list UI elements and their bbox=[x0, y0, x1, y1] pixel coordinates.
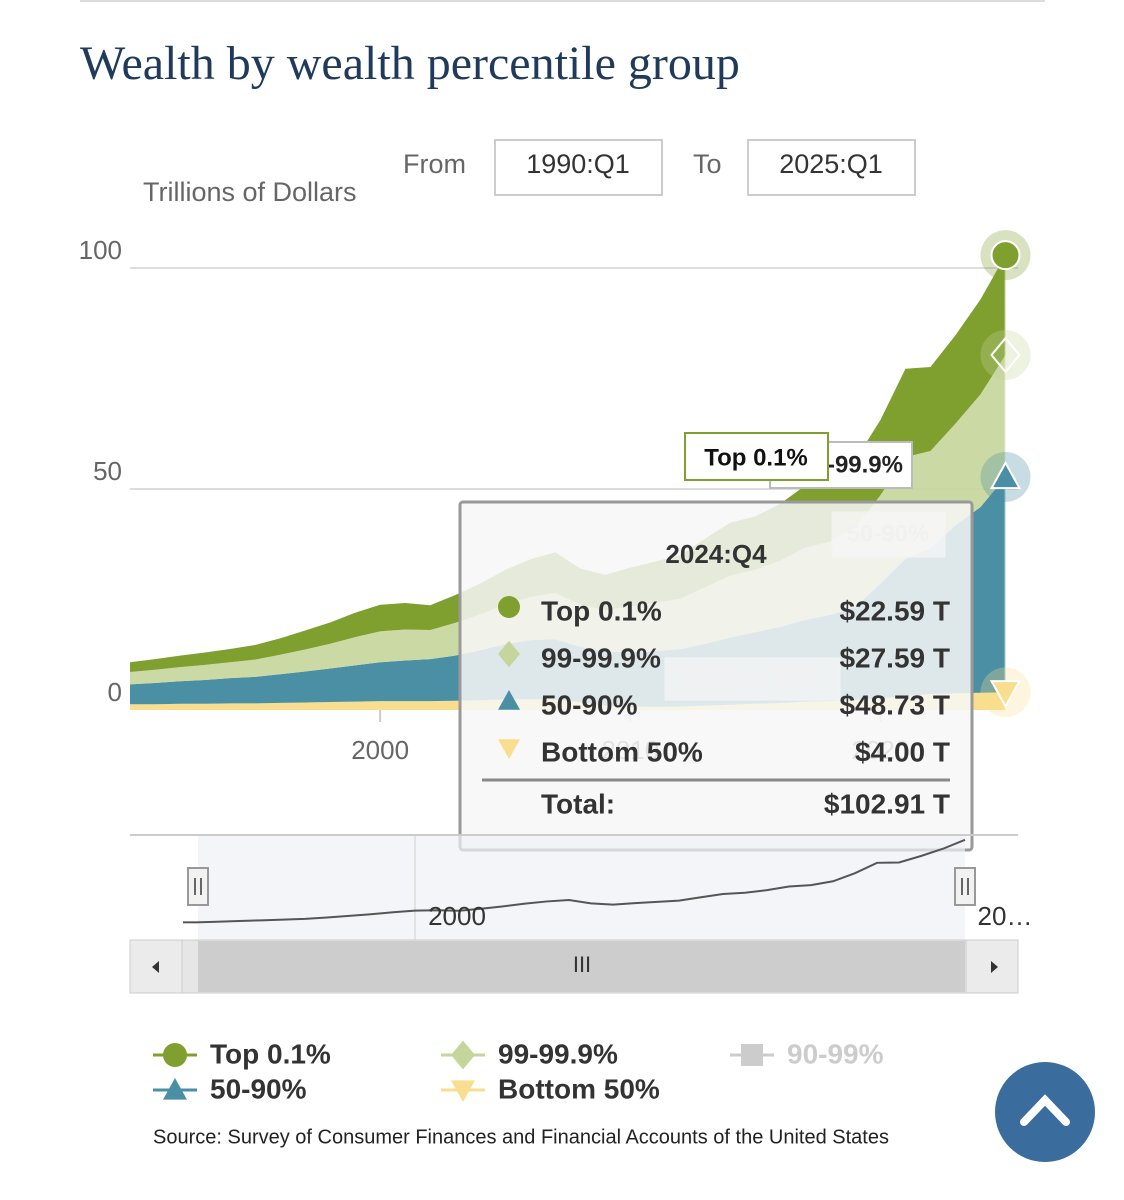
chart-title: Wealth by wealth percentile group bbox=[80, 37, 740, 90]
x-tick-label: 2000 bbox=[351, 735, 409, 765]
marker bbox=[163, 1078, 187, 1100]
y-tick-label: 50 bbox=[93, 456, 122, 486]
tooltip-title: 2024:Q4 bbox=[665, 539, 767, 569]
series-label: Top 0.1% bbox=[704, 444, 808, 471]
tooltip-value: $27.59 T bbox=[839, 642, 950, 673]
legend-item[interactable]: 50-90% bbox=[153, 1073, 307, 1104]
legend-label: Top 0.1% bbox=[210, 1038, 331, 1069]
to-value[interactable]: 2025:Q1 bbox=[779, 149, 883, 179]
series-label-box bbox=[684, 432, 829, 481]
legend-label: 99-99.9% bbox=[498, 1038, 618, 1069]
navigator-handle[interactable] bbox=[954, 867, 976, 906]
scroll-top-button[interactable] bbox=[995, 1062, 1095, 1162]
tooltip-value: $4.00 T bbox=[855, 736, 950, 767]
tooltip-total-label: Total: bbox=[541, 788, 615, 819]
marker bbox=[451, 1080, 475, 1102]
legend-item[interactable]: 90-99% bbox=[730, 1038, 884, 1069]
navigator-selection bbox=[198, 836, 965, 940]
scrollbar-grip: III bbox=[573, 952, 591, 977]
from-value[interactable]: 1990:Q1 bbox=[526, 149, 630, 179]
scrollbar-thumb[interactable] bbox=[198, 941, 965, 992]
navigator-handle[interactable] bbox=[187, 867, 209, 906]
marker bbox=[498, 690, 520, 710]
y-tick-label: 100 bbox=[79, 235, 122, 265]
marker bbox=[741, 1044, 763, 1066]
legend: Top 0.1% 99-99.9% 50-90% Bottom 50% 90-99% bbox=[153, 1038, 884, 1104]
marker bbox=[989, 680, 1022, 709]
to-input[interactable] bbox=[747, 139, 916, 196]
tooltip-value: $22.59 T bbox=[839, 595, 950, 626]
marker bbox=[451, 1040, 475, 1070]
scroll-top-icon bbox=[1020, 1094, 1070, 1126]
tooltip-series: 50-90% bbox=[541, 689, 638, 720]
arrow-left bbox=[152, 961, 159, 973]
handle-grip bbox=[194, 878, 202, 895]
tooltip-value: $48.73 T bbox=[839, 689, 950, 720]
navigator: 2000 20… III bbox=[129, 834, 1033, 994]
tooltip-series: Top 0.1% bbox=[541, 595, 662, 626]
marker bbox=[990, 336, 1021, 374]
handle-grip bbox=[961, 878, 969, 895]
y-tick-label: 0 bbox=[108, 677, 122, 707]
to-label: To bbox=[693, 149, 722, 179]
legend-item[interactable]: 99-99.9% bbox=[441, 1038, 618, 1070]
marker bbox=[498, 739, 520, 759]
legend-label: Bottom 50% bbox=[498, 1073, 660, 1104]
marker bbox=[163, 1043, 187, 1067]
legend-item[interactable]: Top 0.1% bbox=[153, 1038, 331, 1069]
tooltip-total: $102.91 T bbox=[824, 788, 950, 819]
tooltip-series: 99-99.9% bbox=[541, 642, 661, 673]
marker bbox=[989, 460, 1022, 490]
navigator-label: 2000 bbox=[428, 901, 486, 931]
from-input[interactable] bbox=[494, 139, 663, 196]
legend-label: 90-99% bbox=[787, 1038, 884, 1069]
arrow-right bbox=[991, 961, 998, 973]
y-axis-label: Trillions of Dollars bbox=[143, 177, 357, 207]
from-label: From bbox=[403, 149, 466, 179]
legend-item[interactable]: Bottom 50% bbox=[441, 1073, 660, 1104]
marker bbox=[498, 596, 520, 618]
marker bbox=[498, 640, 520, 668]
navigator-label: 20… bbox=[978, 901, 1033, 931]
navigator-line bbox=[194, 838, 966, 924]
legend-label: 50-90% bbox=[210, 1073, 307, 1104]
plot: 05010020002010202099-99.9%Top 0.1%50-90%… bbox=[79, 230, 1031, 852]
marker-halo bbox=[980, 330, 1031, 381]
marker bbox=[990, 240, 1021, 271]
tooltip-series: Bottom 50% bbox=[541, 736, 703, 767]
source: Source: Survey of Consumer Finances and … bbox=[153, 1126, 889, 1148]
